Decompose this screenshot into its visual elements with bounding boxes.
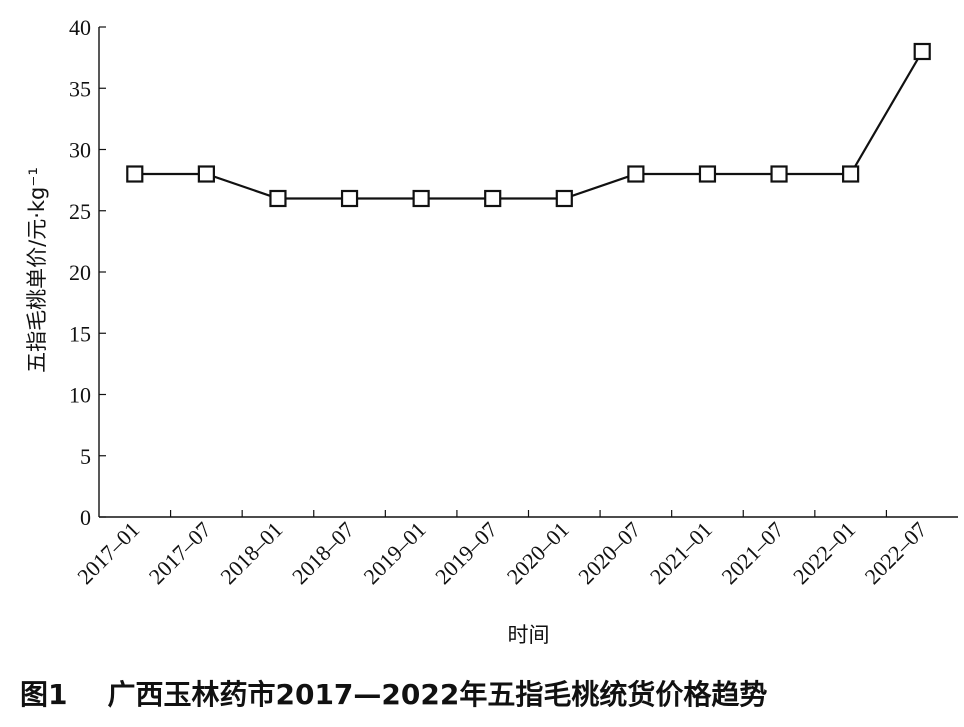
y-tick-label: 40 <box>69 15 91 40</box>
data-point <box>555 189 573 208</box>
line-chart: 0 5 10 15 20 25 30 35 40 2017–01 2017–07 2018–01 20… <box>25 15 958 647</box>
y-tick-label: 35 <box>69 76 91 101</box>
y-tick-label: 0 <box>80 505 91 530</box>
figure-caption: 图1 广西玉林药市2017—2022年五指毛桃统货价格趋势 <box>20 668 950 718</box>
x-tick-label: 2020–07 <box>573 517 645 589</box>
x-tick-label: 2021–07 <box>716 517 788 589</box>
y-axis-ticks: 0 5 10 15 20 25 30 35 40 <box>69 15 106 530</box>
chart-axes <box>98 27 958 518</box>
y-tick-label: 15 <box>69 321 91 346</box>
data-point <box>412 189 430 208</box>
series-line <box>134 50 924 200</box>
data-point <box>842 165 860 183</box>
data-point <box>698 165 717 183</box>
x-tick-label: 2022–07 <box>860 517 932 589</box>
x-axis-ticks: 2017–01 2017–07 2018–01 2018–07 2019–01 2019–… <box>72 510 932 589</box>
x-tick-label: 2020–01 <box>502 517 574 589</box>
x-tick-label: 2019–01 <box>359 517 431 589</box>
x-tick-label: 2021–01 <box>645 517 717 589</box>
x-tick-label: 2018–01 <box>215 517 287 589</box>
y-tick-label: 25 <box>69 199 91 224</box>
x-tick-label: 2017–07 <box>144 517 216 589</box>
x-tick-label: 2019–07 <box>430 517 502 589</box>
figure-title: 广西玉林药市2017—2022年五指毛桃统货价格趋势 <box>107 678 768 711</box>
x-tick-label: 2018–07 <box>287 517 359 589</box>
figure-label: 图1 <box>20 678 68 711</box>
x-axis-title: 时间 <box>508 623 550 647</box>
data-point <box>484 189 502 208</box>
y-tick-label: 5 <box>80 444 91 469</box>
y-axis-title: 五指毛桃单价/元·kg⁻¹ <box>25 167 49 373</box>
data-point <box>340 189 359 208</box>
y-tick-label: 30 <box>69 138 91 163</box>
data-point <box>197 165 215 183</box>
data-point <box>269 189 287 208</box>
series-group <box>126 42 931 208</box>
data-point <box>627 165 645 183</box>
data-point <box>126 165 144 183</box>
data-point <box>913 42 931 61</box>
y-tick-label: 10 <box>69 383 91 408</box>
x-tick-label: 2022–01 <box>788 517 860 589</box>
y-tick-label: 20 <box>69 260 91 285</box>
data-point <box>770 165 788 183</box>
